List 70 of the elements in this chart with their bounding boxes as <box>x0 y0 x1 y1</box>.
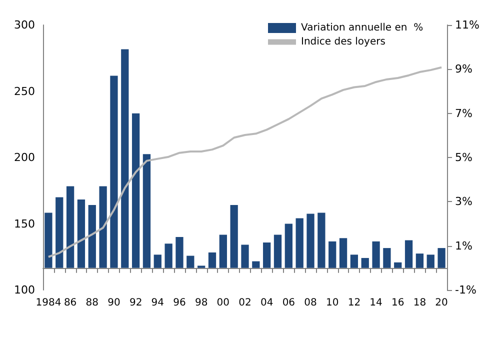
bar <box>263 242 271 268</box>
y-tick-label: 100 <box>14 284 35 296</box>
bar <box>121 49 129 268</box>
bar <box>350 254 358 268</box>
y2-tick-label: 3% <box>455 195 472 208</box>
bar <box>186 256 194 268</box>
x-tick-label: 86 <box>64 298 77 308</box>
bar <box>77 199 86 268</box>
x-tick-label: 20 <box>435 298 448 308</box>
y2-tick-label: 7% <box>455 106 472 120</box>
x-tick-label: 16 <box>392 298 404 308</box>
line-series <box>47 66 443 258</box>
bar <box>88 204 96 268</box>
bar <box>110 76 118 268</box>
bar <box>339 238 348 268</box>
bar <box>208 252 216 268</box>
x-tick-label: 08 <box>304 298 317 308</box>
bar <box>306 214 314 268</box>
bar <box>284 224 292 268</box>
y2-tick-label: -1% <box>455 284 476 296</box>
bar <box>416 254 424 268</box>
bar <box>274 234 282 268</box>
y-tick-label: 200 <box>14 151 35 164</box>
legend-label: Indice des loyers <box>301 36 386 48</box>
bar <box>44 212 52 268</box>
bar <box>164 244 172 268</box>
bar <box>383 248 391 268</box>
bar <box>318 212 326 268</box>
bar <box>176 237 184 268</box>
bar <box>241 244 249 268</box>
x-tick-label: 18 <box>413 298 426 308</box>
x-tick-label: 90 <box>108 298 120 308</box>
bar <box>66 186 74 268</box>
bar <box>404 240 413 268</box>
bar <box>142 154 151 268</box>
bar <box>394 262 402 268</box>
y2-tick-label: 9% <box>455 62 472 76</box>
x-tick-label: 06 <box>282 298 296 308</box>
x-tick-label: 92 <box>129 298 142 308</box>
x-tick-label: 10 <box>326 298 339 308</box>
bar <box>56 197 64 268</box>
x-tick-label: 04 <box>260 298 274 308</box>
y2-tick-label: 1% <box>455 239 472 252</box>
bar <box>328 241 336 268</box>
bar <box>230 204 238 268</box>
bar <box>252 261 260 268</box>
y-tick-label: 300 <box>14 18 35 32</box>
legend-label: Variation annuelle en % <box>301 22 424 34</box>
bar <box>296 218 304 268</box>
bar <box>438 248 446 268</box>
bar <box>361 258 369 268</box>
x-tick-label: 96 <box>173 298 186 308</box>
x-tick-label: 12 <box>348 298 361 308</box>
bar <box>372 241 380 268</box>
x-tick-label: 88 <box>86 298 98 308</box>
bar <box>426 254 434 268</box>
x-tick-label: 94 <box>151 298 164 308</box>
bar <box>219 234 227 268</box>
x-tick-label: 1984 <box>36 298 62 308</box>
bar <box>154 254 162 268</box>
x-tick-label: 98 <box>194 298 208 308</box>
x-tick-label: 14 <box>370 298 382 308</box>
x-tick-label: 00 <box>216 298 230 308</box>
y2-tick-label: 5% <box>455 151 472 164</box>
y2-tick-label: 11% <box>455 18 480 32</box>
y-tick-label: 150 <box>14 217 35 230</box>
y-tick-label: 250 <box>14 84 35 98</box>
bar <box>132 113 140 268</box>
bar <box>99 186 107 268</box>
x-tick-label: 02 <box>238 298 252 308</box>
